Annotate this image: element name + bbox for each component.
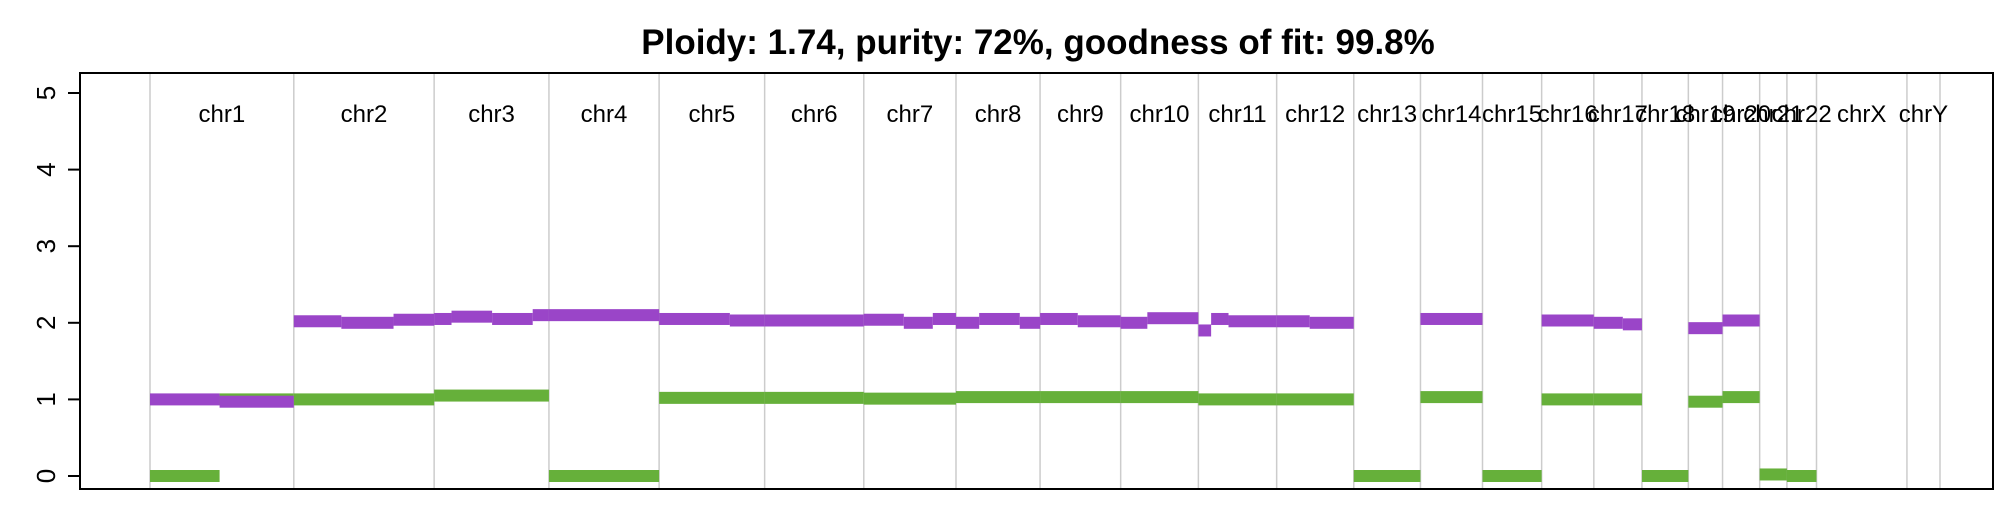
y-tick-label: 3 [31,239,61,253]
chromosome-label: chr11 [1208,101,1266,128]
major-segment [903,316,933,329]
minor-segment [1420,391,1483,404]
chromosome-label: chr15 [1482,101,1542,128]
chromosome-label: chr3 [468,101,515,128]
major-segment [1309,316,1354,329]
chromosome-labels: chr1 chr2 chr3 chr4 chr5 chr6 chr7 chr8 chr9 chr1… [199,101,1949,128]
chromosome-label: chr20 [1711,101,1771,128]
chromosome-label: chrY [1899,101,1948,128]
chromosome-label: chr17 [1588,101,1648,128]
minor-segment [1641,470,1689,482]
minor-segment [1482,470,1542,482]
major-segment [1211,312,1229,325]
y-tick-label: 5 [31,86,61,100]
chromosome-label: chr14 [1421,101,1481,128]
major-segment [341,316,394,329]
major-segment [979,312,1020,325]
major-segment [764,314,864,327]
minor-segment [1722,391,1760,404]
minor-segment [548,470,660,482]
minor-segment [764,391,864,404]
minor-segment [1276,393,1354,406]
major-segment [1040,312,1078,325]
chromosome-label: chr6 [791,101,838,128]
major-segment [1276,315,1310,328]
major-segment [1688,322,1723,335]
major-segment [1722,314,1760,327]
minor-allele-series [150,389,1817,482]
y-tick-label: 0 [31,469,61,483]
major-segment [1198,324,1212,337]
chromosome-label: chr9 [1057,101,1104,128]
minor-segment [1040,391,1121,404]
minor-segment [1688,395,1723,408]
chromosome-label: chr2 [341,101,388,128]
major-segment [659,312,730,325]
major-segment [548,309,660,322]
y-tick-label: 4 [31,162,61,176]
major-segment [434,312,452,325]
major-segment [1228,315,1277,328]
chromosome-label: chr12 [1285,101,1345,128]
minor-segment [1593,393,1642,406]
major-segment [293,315,342,328]
major-segment [1541,314,1594,327]
major-segment [219,395,294,408]
major-segment [955,316,980,329]
y-axis: 0 1 2 3 4 5 [31,86,80,483]
chromosome-label: chr16 [1538,101,1598,128]
plot-frame [79,72,1994,490]
major-segment [1120,316,1148,329]
minor-segment [1353,470,1421,482]
minor-segment [1541,393,1594,406]
minor-segment [1786,470,1817,482]
chromosome-label: chr5 [689,101,736,128]
minor-segment [434,389,549,402]
chromosome-label: chr13 [1357,101,1417,128]
major-segment [932,312,956,325]
chromosome-label: chr19 [1675,101,1735,128]
major-segment [150,393,220,406]
minor-segment [150,470,220,482]
chromosome-label: chr8 [975,101,1022,128]
chromosome-label: chrX [1837,101,1886,128]
major-segment [393,313,435,326]
y-tick-label: 1 [31,392,61,406]
minor-segment [1120,391,1199,404]
minor-segment [659,391,765,404]
chromosome-label: chr22 [1772,101,1832,128]
minor-segment [1198,393,1277,406]
major-segment [1147,312,1199,325]
chromosome-label: chr21 [1743,101,1803,128]
major-segment [492,312,533,325]
major-segment [451,310,493,323]
minor-segment [293,393,435,406]
minor-segment [955,391,1041,404]
chart-title: Ploidy: 1.74, purity: 72%, goodness of f… [641,23,1435,62]
major-segment [863,313,904,326]
major-allele-series [150,309,1760,408]
major-segment [729,314,765,327]
chromosome-label: chr7 [887,101,934,128]
chromosome-label: chr1 [199,101,246,128]
major-segment [1019,316,1041,329]
minor-segment [863,392,956,405]
major-segment [1622,318,1642,331]
major-segment [532,309,549,322]
grid-layer [149,73,1941,489]
major-segment [1593,316,1623,329]
chromosome-label: chr18 [1635,101,1695,128]
major-segment [1420,312,1483,325]
y-tick-label: 2 [31,316,61,330]
minor-segment [1759,468,1787,481]
major-segment [1077,315,1121,328]
chromosome-label: chr10 [1129,101,1189,128]
chromosome-label: chr4 [581,101,628,128]
